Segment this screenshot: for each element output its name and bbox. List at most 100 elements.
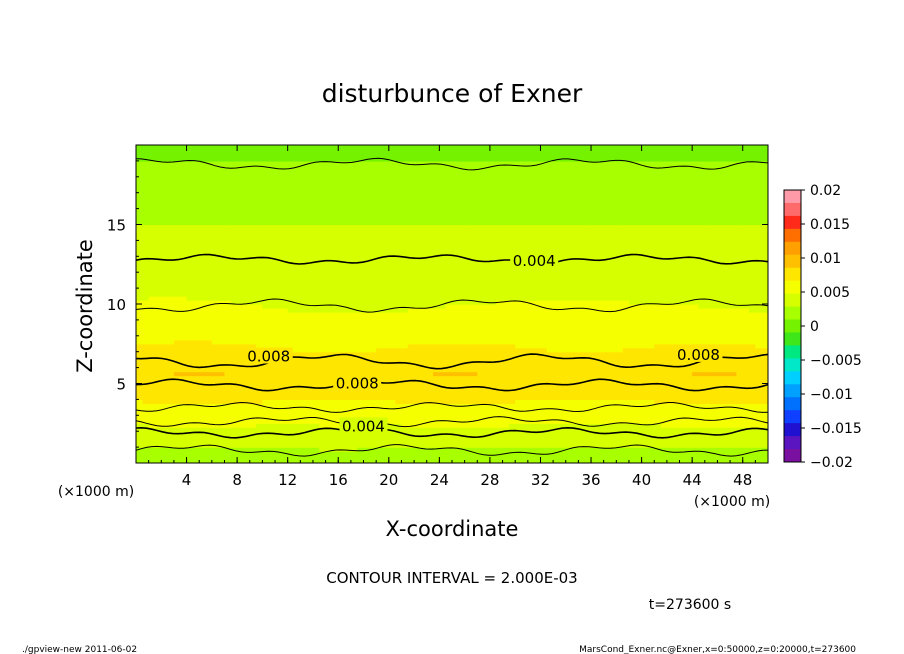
heatmap-cell [489, 288, 497, 293]
heatmap-cell [723, 403, 731, 408]
heatmap-cell [407, 284, 415, 289]
heatmap-cell [685, 280, 693, 285]
heatmap-cell [755, 431, 763, 436]
heatmap-cell [616, 419, 624, 424]
heatmap-cell [237, 355, 245, 361]
heatmap-cell [306, 395, 314, 400]
heatmap-cell [591, 455, 598, 460]
heatmap-cell [736, 427, 744, 432]
heatmap-cell [382, 319, 390, 325]
heatmap-cell [679, 423, 687, 428]
heatmap-cell [660, 335, 668, 341]
heatmap-cell [452, 343, 459, 349]
heatmap-cell [439, 359, 447, 365]
heatmap-cell [154, 339, 162, 345]
heatmap-cell [666, 296, 674, 301]
heatmap-cell [224, 395, 232, 400]
heatmap-cell [477, 307, 485, 313]
heatmap-cell [730, 379, 737, 385]
heatmap-cell [230, 351, 238, 357]
heatmap-cell [262, 288, 270, 293]
heatmap-cell [660, 439, 668, 444]
heatmap-cell [262, 327, 270, 333]
heatmap-cell [205, 343, 213, 349]
heatmap-cell [249, 443, 257, 448]
heatmap-cell [641, 323, 649, 329]
heatmap-cell [502, 296, 510, 301]
heatmap-cell [388, 375, 396, 381]
heatmap-cell [635, 347, 643, 353]
heatmap-cell [591, 439, 598, 444]
heatmap-cell [540, 327, 548, 333]
heatmap-cell [224, 359, 232, 365]
heatmap-cell [306, 288, 314, 293]
heatmap-cell [692, 331, 700, 337]
heatmap-cell [603, 359, 611, 365]
heatmap-cell [610, 399, 617, 404]
heatmap-cell [230, 268, 238, 273]
heatmap-cell [527, 387, 535, 393]
heatmap-cell [477, 311, 485, 317]
heatmap-cell [287, 327, 295, 333]
heatmap-cell [742, 359, 750, 365]
heatmap-cell [344, 355, 352, 361]
heatmap-cell [464, 280, 472, 285]
heatmap-cell [173, 375, 181, 381]
heatmap-cell [711, 459, 719, 463]
heatmap-cell [433, 264, 440, 269]
heatmap-cell [414, 375, 421, 381]
heatmap-cell [173, 288, 181, 293]
heatmap-cell [470, 347, 478, 353]
heatmap-cell [388, 284, 396, 289]
heatmap-cell [376, 455, 384, 460]
heatmap-cell [755, 451, 763, 456]
heatmap-cell [192, 379, 200, 385]
heatmap-cell [180, 451, 188, 456]
heatmap-cell [597, 383, 605, 389]
heatmap-cell [344, 268, 352, 273]
heatmap-cell [591, 367, 598, 373]
heatmap-cell [603, 387, 611, 393]
heatmap-cell [338, 272, 346, 277]
heatmap-cell [414, 431, 421, 436]
heatmap-cell [186, 383, 194, 389]
heatmap-cell [578, 363, 586, 369]
heatmap-cell [521, 375, 529, 381]
heatmap-cell [363, 431, 371, 436]
heatmap-cell [584, 335, 592, 341]
heatmap-cell [369, 304, 377, 309]
heatmap-cell [173, 443, 181, 448]
heatmap-cell [395, 383, 403, 389]
heatmap-cell [275, 300, 282, 305]
heatmap-cell [388, 455, 396, 460]
heatmap-cell [445, 284, 453, 289]
heatmap-cell [641, 319, 649, 325]
heatmap-cell [635, 459, 643, 463]
heatmap-cell [578, 288, 586, 293]
heatmap-cell [692, 280, 700, 285]
heatmap-cell [591, 387, 598, 393]
heatmap-cell [148, 383, 156, 389]
heatmap-cell [218, 343, 226, 349]
heatmap-cell [622, 419, 630, 424]
heatmap-cell [344, 435, 352, 440]
heatmap-cell [761, 391, 768, 397]
heatmap-cell [723, 415, 731, 420]
heatmap-cell [306, 272, 314, 277]
heatmap-cell [521, 323, 529, 329]
heatmap-cell [173, 304, 181, 309]
heatmap-cell [275, 307, 282, 313]
heatmap-cell [319, 331, 327, 337]
heatmap-cell [464, 375, 472, 381]
heatmap-cell [325, 443, 333, 448]
heatmap-cell [616, 435, 624, 440]
heatmap-cell [325, 395, 333, 400]
heatmap-cell [148, 415, 156, 420]
heatmap-cell [591, 411, 598, 416]
heatmap-cell [660, 443, 668, 448]
heatmap-cell [230, 415, 238, 420]
heatmap-cell [673, 307, 681, 313]
heatmap-cell [237, 268, 245, 273]
heatmap-cell [433, 399, 440, 404]
heatmap-cell [230, 339, 238, 345]
